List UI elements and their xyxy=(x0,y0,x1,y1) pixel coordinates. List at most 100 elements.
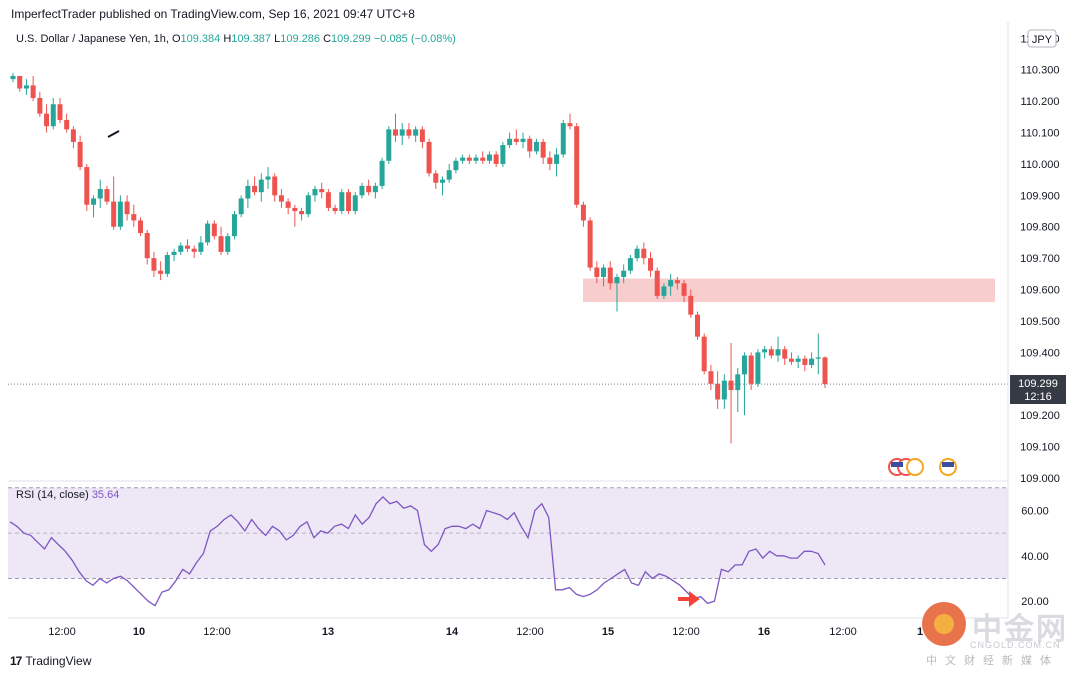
candle xyxy=(741,352,747,416)
candle xyxy=(782,346,788,365)
price-tick-label: 109.500 xyxy=(1020,316,1060,328)
candle xyxy=(198,236,204,255)
candle xyxy=(587,217,593,271)
candle xyxy=(50,97,56,130)
last-price-countdown: 12:16 xyxy=(1024,391,1052,403)
candle xyxy=(486,151,492,164)
time-tick-label: 14 xyxy=(446,626,459,638)
candle xyxy=(433,170,439,190)
candle xyxy=(735,368,741,413)
candle xyxy=(533,138,539,155)
us-flag-icon[interactable] xyxy=(906,458,924,476)
candle xyxy=(607,261,613,290)
last-price-value: 109.299 xyxy=(1018,378,1058,390)
candle xyxy=(258,173,264,202)
candle xyxy=(453,157,459,174)
price-tick-label: 110.300 xyxy=(1021,65,1060,77)
logo-text: TradingView xyxy=(25,654,92,668)
candle xyxy=(419,126,425,149)
candle xyxy=(359,182,365,199)
candle xyxy=(245,179,251,208)
candle xyxy=(513,129,519,146)
candle xyxy=(84,163,90,212)
candle xyxy=(755,349,761,387)
tradingview-logo[interactable]: 17 TradingView xyxy=(10,654,91,668)
candle xyxy=(580,201,586,227)
candle xyxy=(795,355,801,369)
candle xyxy=(10,72,16,83)
time-tick-label: 1 xyxy=(917,626,923,638)
candle xyxy=(77,135,83,171)
time-tick-label: 12:00 xyxy=(516,626,544,638)
cngold-watermark: 中金网 CNGOLD.COM.CN 中文财经新媒体 xyxy=(922,600,1072,670)
candle xyxy=(205,220,211,246)
candle xyxy=(292,204,298,227)
candle xyxy=(688,289,694,318)
candle xyxy=(305,192,311,218)
candle xyxy=(252,176,258,196)
candle xyxy=(339,189,345,215)
candle xyxy=(164,251,170,277)
price-tick-label: 109.700 xyxy=(1020,253,1060,265)
symbol-name[interactable]: U.S. Dollar / Japanese Yen, 1h, xyxy=(16,33,172,45)
candle xyxy=(184,239,190,252)
time-tick-label: 12:00 xyxy=(672,626,700,638)
candle xyxy=(694,311,700,340)
candle xyxy=(97,179,103,208)
rsi-legend: RSI (14, close) 35.64 xyxy=(16,489,119,501)
rsi-label[interactable]: RSI (14, close) xyxy=(16,489,89,501)
candle xyxy=(681,280,687,303)
open-value: 109.384 xyxy=(180,33,221,45)
time-tick-label: 13 xyxy=(322,626,334,638)
candle xyxy=(332,204,338,215)
candle xyxy=(37,91,43,117)
candle xyxy=(822,356,828,389)
candle xyxy=(278,189,284,208)
candle xyxy=(138,217,144,237)
candle xyxy=(701,333,707,375)
candle xyxy=(131,204,137,227)
candle xyxy=(30,75,36,102)
close-value: 109.299 xyxy=(331,33,371,45)
price-tick-label: 109.600 xyxy=(1020,285,1060,297)
candle xyxy=(158,261,164,281)
rsi-tick-label: 20.00 xyxy=(1021,596,1049,608)
supply-zone xyxy=(583,278,995,303)
time-tick-label: 12:00 xyxy=(203,626,231,638)
time-tick-label: 16 xyxy=(758,626,770,638)
candle xyxy=(668,273,674,296)
candle xyxy=(621,264,627,284)
candlestick-series xyxy=(10,72,828,444)
candle xyxy=(325,189,331,212)
time-tick-label: 15 xyxy=(602,626,614,638)
candle xyxy=(191,245,197,259)
candle xyxy=(715,371,721,409)
candle xyxy=(540,138,546,164)
candle xyxy=(393,113,399,142)
candle xyxy=(815,333,821,375)
publish-caption: ImperfectTrader published on TradingView… xyxy=(11,7,415,21)
candle xyxy=(500,141,506,168)
candle xyxy=(762,346,768,359)
candle xyxy=(520,132,526,149)
candle xyxy=(299,207,305,221)
currency-badge-label: JPY xyxy=(1032,34,1053,46)
candle xyxy=(788,352,794,365)
cngold-logo-icon xyxy=(922,602,966,646)
candle xyxy=(634,245,640,262)
currency-badge[interactable] xyxy=(1027,29,1057,48)
time-tick-label: 12:00 xyxy=(48,626,76,638)
candle xyxy=(91,195,97,218)
price-axis: 109.000109.100109.200109.300109.400109.5… xyxy=(1020,33,1060,485)
arrow-right-icon xyxy=(678,591,700,607)
candle xyxy=(399,123,405,146)
candle xyxy=(225,233,231,255)
candle xyxy=(466,154,472,164)
candle xyxy=(211,220,217,240)
rsi-tick-label: 60.00 xyxy=(1021,505,1049,517)
candle xyxy=(23,79,29,95)
candle xyxy=(218,226,224,255)
candle xyxy=(728,342,734,444)
candle xyxy=(446,163,452,183)
candle xyxy=(439,176,445,196)
